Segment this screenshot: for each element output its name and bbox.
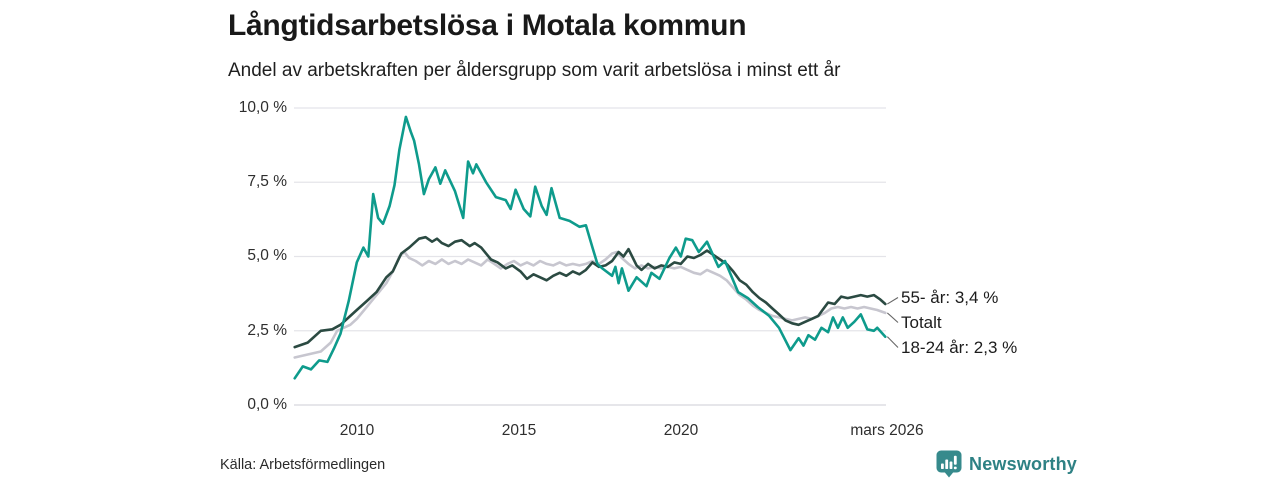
- newsworthy-logo-icon: [936, 450, 962, 478]
- x-axis-tick-label: mars 2026: [850, 422, 924, 439]
- series-line-totalt: [293, 250, 887, 359]
- x-axis-tick-label: 2020: [663, 422, 699, 439]
- series-end-label-totalt: Totalt: [901, 313, 942, 332]
- y-axis-tick-label: 2,5 %: [247, 322, 287, 339]
- series-line-55-r: [293, 235, 887, 349]
- y-axis-tick-label: 10,0 %: [238, 99, 287, 116]
- page-title: Långtidsarbetslösa i Motala kommun: [228, 9, 747, 42]
- newsworthy-logo[interactable]: Newsworthy: [936, 450, 1077, 478]
- x-axis-tick-label: 2010: [339, 422, 375, 439]
- newsworthy-logo-text: Newsworthy: [969, 453, 1078, 474]
- leader-line: [886, 312, 899, 323]
- x-axis-tick-label: 2015: [501, 422, 537, 439]
- source-note: Källa: Arbetsförmedlingen: [220, 457, 386, 473]
- chart-subtitle: Andel av arbetskraften per åldersgrupp s…: [228, 60, 841, 81]
- y-axis-tick-label: 0,0 %: [247, 396, 287, 413]
- series-end-label-55-ar: 55- år: 3,4 %: [901, 288, 999, 307]
- y-axis-tick-label: 5,0 %: [247, 247, 287, 264]
- y-axis-tick-label: 7,5 %: [247, 173, 287, 190]
- leader-line: [887, 297, 899, 305]
- leader-line: [886, 336, 899, 348]
- series-end-label-18-24-ar: 18-24 år: 2,3 %: [901, 338, 1018, 357]
- series-line-18-24-r: [293, 115, 887, 380]
